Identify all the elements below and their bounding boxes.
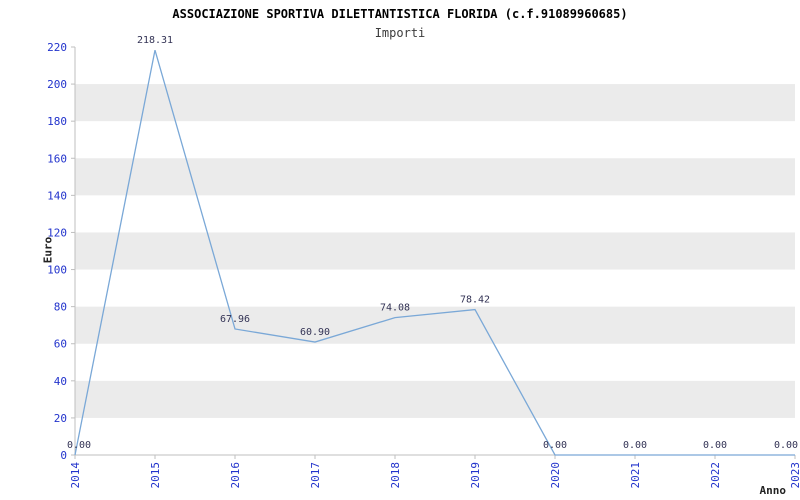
data-line bbox=[74, 49, 795, 456]
value-label: 0.00 bbox=[67, 440, 91, 451]
y-tick-label: 80 bbox=[54, 301, 67, 314]
x-tick-label: 2021 bbox=[629, 462, 642, 489]
value-label: 67.96 bbox=[220, 314, 250, 325]
chart-title: ASSOCIAZIONE SPORTIVA DILETTANTISTICA FL… bbox=[172, 7, 628, 21]
x-tick-label: 2020 bbox=[549, 462, 562, 489]
x-tick-label: 2014 bbox=[69, 462, 82, 489]
x-tick-label: 2015 bbox=[149, 462, 162, 489]
x-tick-label: 2019 bbox=[469, 462, 482, 489]
y-tick-label: 120 bbox=[47, 226, 67, 239]
x-axis-title: Anno bbox=[759, 484, 787, 497]
y-tick-label: 60 bbox=[54, 338, 67, 351]
y-tick-label: 40 bbox=[54, 375, 67, 388]
x-tick-label: 2017 bbox=[309, 462, 322, 489]
y-tick-label: 0 bbox=[60, 449, 67, 462]
chart-subtitle: Importi bbox=[374, 26, 426, 40]
y-tick-label: 200 bbox=[47, 78, 67, 91]
value-label: 74.08 bbox=[380, 303, 410, 314]
y-tick-label: 100 bbox=[47, 264, 67, 277]
value-label: 0.00 bbox=[543, 440, 567, 451]
x-tick-label: 2022 bbox=[709, 462, 722, 489]
plot-band bbox=[75, 84, 795, 122]
x-tick-label: 2018 bbox=[389, 462, 402, 489]
plot-band bbox=[75, 158, 795, 196]
value-label: 0.00 bbox=[623, 440, 647, 451]
y-tick-label: 220 bbox=[47, 41, 67, 54]
value-label: 0.00 bbox=[703, 440, 727, 451]
value-label: 218.31 bbox=[137, 35, 173, 46]
y-tick-label: 20 bbox=[54, 412, 67, 425]
x-tick-label: 2016 bbox=[229, 462, 242, 489]
plot-band bbox=[75, 306, 795, 344]
y-tick-label: 160 bbox=[47, 152, 67, 165]
y-tick-label: 180 bbox=[47, 115, 67, 128]
y-tick-label: 140 bbox=[47, 189, 67, 202]
x-tick-label: 2023 bbox=[789, 462, 800, 489]
value-label: 78.42 bbox=[460, 295, 490, 306]
plot-band bbox=[75, 232, 795, 270]
plot-band bbox=[75, 380, 795, 418]
value-label: 0.00 bbox=[774, 440, 798, 451]
value-label: 60.90 bbox=[300, 327, 330, 338]
